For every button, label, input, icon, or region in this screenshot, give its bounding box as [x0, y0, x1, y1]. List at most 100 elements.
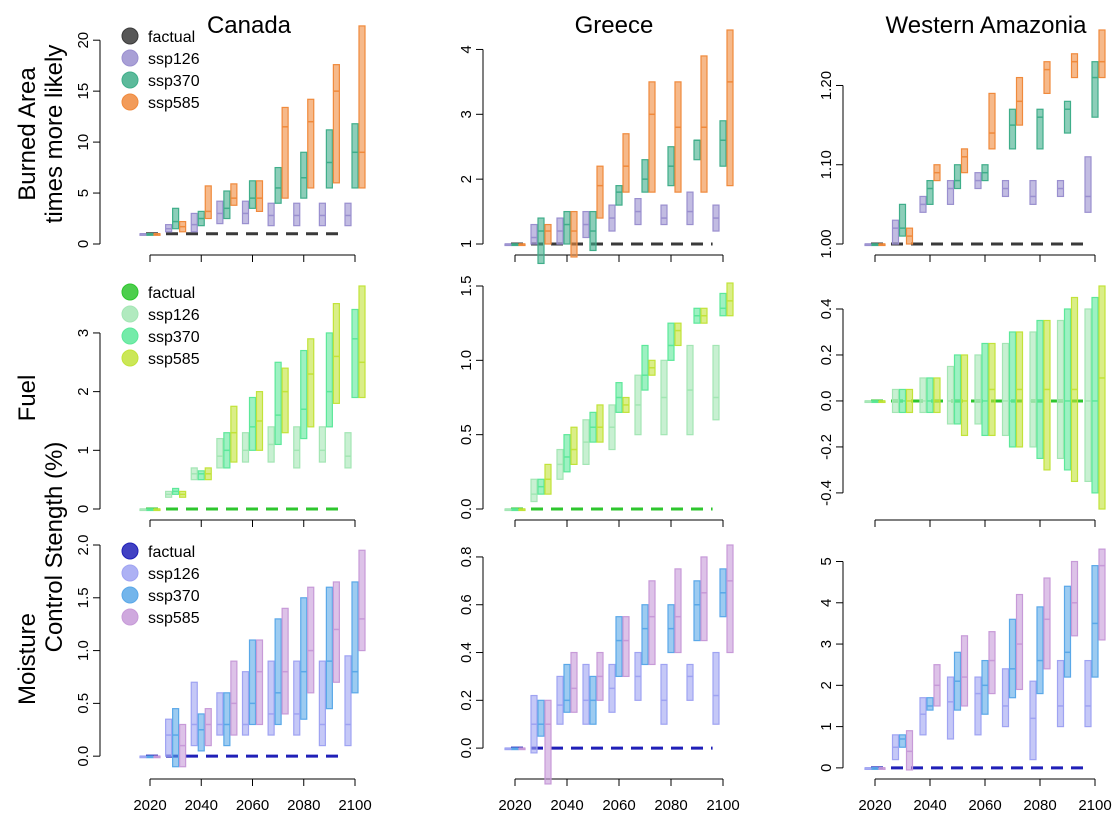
panel-0-0: 0 5 10 15 20 factual ssp126 ssp370 ssp585: [75, 25, 366, 262]
y-tick-label: 1: [458, 240, 475, 248]
box-ssp126: [660, 204, 668, 226]
y-tick-label: 2.0: [75, 535, 92, 556]
x-tick-label: 2020: [858, 797, 891, 814]
y-tick-label: -0.4: [818, 480, 835, 506]
box-ssp370: [1008, 331, 1017, 448]
box-ssp585: [674, 81, 682, 193]
box-ssp585: [960, 635, 969, 707]
legend-swatch-ssp370: [121, 586, 139, 604]
row-label-burned-area: Burned Area: [14, 67, 41, 201]
box-ssp585: [1043, 319, 1051, 471]
box-ssp126: [318, 426, 326, 463]
box-ssp126: [1029, 179, 1037, 205]
box-ssp370: [248, 396, 257, 451]
box-ssp370: [248, 639, 257, 726]
box-ssp370: [223, 692, 231, 747]
legend-label-ssp370: ssp370: [148, 73, 200, 90]
box-ssp585: [988, 631, 996, 695]
box-ssp585: [230, 405, 238, 463]
box-ssp370: [223, 190, 231, 220]
box-ssp126: [190, 212, 198, 233]
box-ssp585: [332, 64, 340, 184]
box-ssp370: [537, 699, 545, 737]
y-tick-label: 1.10: [818, 150, 835, 179]
y-tick-label: 1.00: [818, 229, 835, 258]
box-ssp126: [241, 432, 250, 463]
y-tick-label: 4: [818, 599, 835, 607]
y-tick-label: 2: [75, 387, 92, 395]
box-ssp126: [686, 663, 694, 701]
panel-2-1: 0.0 0.2 0.4 0.6 0.8 2020 2040 2060 2080 2100: [458, 544, 740, 814]
box-ssp126: [1056, 319, 1065, 460]
box-ssp585: [544, 699, 552, 785]
box-ssp370: [898, 203, 907, 237]
box-ssp126: [686, 191, 694, 226]
box-ssp585: [960, 354, 969, 437]
box-ssp370: [248, 180, 257, 209]
y-tick-label: 1.0: [75, 640, 92, 661]
y-tick-label: 5: [818, 557, 835, 565]
box-ssp126: [267, 660, 275, 736]
box-ssp585: [726, 29, 734, 187]
box-ssp126: [318, 202, 326, 227]
panel-0-2: 1.00 1.10 1.20: [818, 29, 1106, 262]
box-ssp585: [204, 708, 212, 747]
box-ssp585: [332, 581, 340, 683]
legend-label-ssp370: ssp370: [148, 329, 200, 346]
box-ssp370: [641, 344, 649, 391]
box-ssp370: [351, 123, 359, 189]
y-tick-label: 1.5: [458, 276, 475, 297]
y-tick-label: -0.2: [818, 434, 835, 460]
legend-swatch-ssp126: [121, 305, 139, 323]
row-label-control-strength: Control Stength (%): [41, 442, 68, 653]
box-ssp370: [300, 597, 308, 720]
box-ssp370: [641, 604, 649, 666]
box-ssp370: [693, 139, 701, 161]
box-ssp370: [300, 151, 308, 199]
panel-0-1: 1 2 3 4: [458, 29, 734, 265]
box-ssp126: [293, 426, 301, 469]
box-ssp370: [325, 332, 333, 428]
legend-swatch-ssp370: [121, 71, 139, 89]
box-ssp370: [351, 581, 359, 694]
box-ssp126: [267, 202, 275, 227]
box-ssp585: [1098, 285, 1106, 510]
y-tick-label: 15: [75, 83, 92, 100]
box-ssp126: [165, 718, 173, 757]
y-tick-label: 1.20: [818, 71, 835, 100]
box-ssp126: [712, 344, 720, 421]
legend-label-ssp126: ssp126: [148, 307, 200, 324]
box-ssp370: [325, 129, 333, 189]
box-ssp370: [1036, 606, 1044, 695]
y-tick-label: 3: [75, 329, 92, 337]
box-ssp370: [1091, 565, 1099, 678]
box-ssp370: [1091, 296, 1099, 494]
box-ssp126: [1029, 680, 1037, 761]
box-ssp370: [641, 159, 649, 193]
x-tick-label: 2100: [1078, 797, 1111, 814]
box-ssp370: [172, 207, 180, 230]
legend-swatch-ssp126: [121, 49, 139, 67]
y-tick-label: 0.0: [458, 738, 475, 759]
box-ssp126: [1001, 668, 1010, 728]
legend-swatch-factual: [121, 27, 139, 45]
box-ssp370: [1091, 61, 1099, 118]
x-tick-label: 2060: [602, 797, 635, 814]
y-tick-label: 0.6: [458, 594, 475, 615]
column-title-canada: Canada: [207, 12, 292, 39]
box-ssp126: [946, 676, 955, 740]
y-tick-label: 0.0: [458, 499, 475, 520]
y-tick-label: 1.0: [458, 350, 475, 371]
box-ssp370: [719, 120, 727, 167]
box-ssp126: [919, 697, 927, 736]
box-ssp370: [351, 308, 359, 399]
box-ssp126: [582, 663, 590, 725]
box-ssp126: [1084, 156, 1092, 213]
box-ssp126: [556, 675, 564, 725]
y-tick-label: 0.4: [818, 299, 835, 320]
box-ssp370: [926, 377, 934, 414]
legend-swatch-factual: [121, 542, 139, 560]
y-tick-label: 0: [818, 764, 835, 772]
panel-2-2: 0 1 2 3 4 5 2020 2040 2060 2080 2100: [818, 548, 1112, 814]
